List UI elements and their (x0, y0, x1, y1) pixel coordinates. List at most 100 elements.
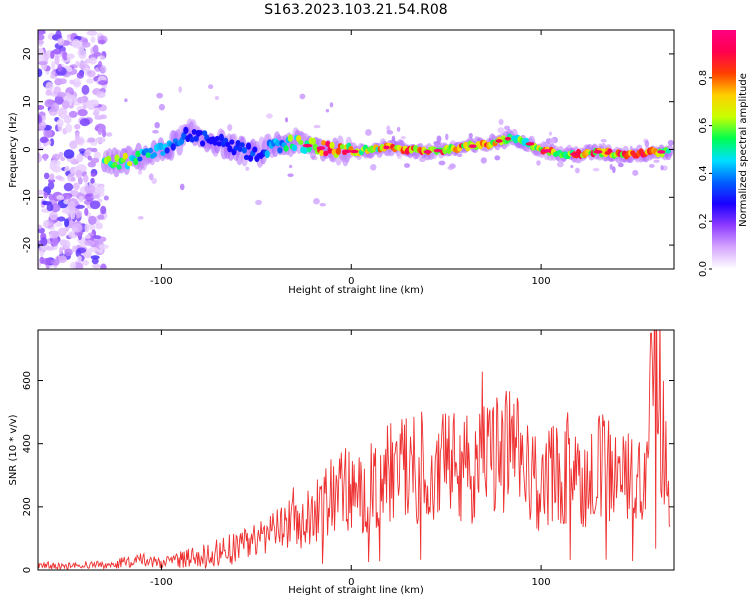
noise-speck (83, 174, 89, 183)
noise-speck (227, 124, 233, 132)
ridge-blob (158, 142, 164, 150)
ridge-blob (252, 146, 258, 153)
noise-speck (97, 127, 103, 136)
noise-speck (151, 177, 158, 184)
noise-speck (632, 169, 639, 176)
ridge-blob (218, 133, 224, 142)
noise-speck (386, 130, 394, 135)
noise-speck (556, 161, 564, 168)
snr-line (38, 330, 671, 570)
noise-speck (69, 79, 75, 85)
noise-speck (98, 244, 109, 250)
noise-speck (49, 173, 55, 181)
noise-speck (42, 220, 49, 228)
noise-speck (50, 71, 56, 77)
noise-speck (51, 237, 59, 247)
noise-speck (89, 200, 101, 210)
noise-speck (549, 137, 556, 145)
noise-speck (90, 177, 95, 184)
ridge-blob (181, 132, 187, 140)
noise-speck (77, 255, 82, 263)
ridge-peak (302, 143, 313, 148)
noise-speck (124, 98, 128, 103)
spectrogram-ridge-layer (100, 118, 674, 178)
noise-speck (403, 163, 411, 168)
noise-speck (38, 30, 46, 35)
ridge-blob (147, 147, 153, 154)
noise-speck (95, 136, 106, 144)
ridge-blob (197, 130, 204, 136)
colorbar-ticks: 0.0 0.2 0.4 0.6 0.8 (698, 70, 712, 277)
noise-speck (494, 155, 501, 161)
noise-speck (38, 68, 43, 77)
noise-speck (447, 165, 454, 170)
noise-speck (418, 156, 426, 163)
ridge-blob (116, 164, 122, 170)
noise-speck (156, 92, 164, 99)
noise-speck (51, 259, 60, 266)
ridge-blob (106, 155, 112, 163)
noise-speck (617, 162, 624, 168)
noise-speck (38, 142, 42, 147)
noise-speck (325, 109, 330, 113)
noise-speck (50, 203, 61, 213)
ridge-peak (542, 149, 552, 153)
noise-speck (55, 30, 62, 40)
noise-speck (94, 115, 104, 120)
noise-speck (649, 164, 655, 168)
noise-speck (55, 175, 63, 180)
noise-speck (54, 221, 63, 227)
noise-speck (570, 164, 574, 169)
noise-speck (137, 170, 143, 175)
noise-speck (92, 44, 99, 54)
noise-speck (71, 223, 83, 233)
noise-speck (85, 192, 95, 202)
noise-speck (214, 95, 220, 101)
ridge-blob (287, 134, 293, 143)
noise-speck (60, 156, 66, 162)
noise-speck (137, 216, 144, 220)
ridge-blob (151, 152, 158, 158)
ridge-blob (133, 157, 139, 166)
spectrogram-x-ticks: -100 0 100 (150, 30, 551, 287)
noise-speck (82, 104, 87, 110)
ridge-blob (191, 128, 197, 135)
noise-speck (92, 263, 101, 269)
noise-speck (59, 247, 64, 255)
ridge-blob (135, 150, 141, 158)
noise-speck (84, 234, 91, 239)
noise-speck (480, 157, 487, 164)
noise-speck (609, 163, 613, 170)
noise-speck (61, 100, 70, 110)
noise-speck (84, 184, 96, 194)
noise-speck (370, 164, 377, 171)
ridge-blob (339, 144, 346, 150)
ridge-blob (323, 150, 329, 157)
noise-speck (644, 140, 650, 148)
ridge-blob (264, 150, 270, 159)
noise-speck (45, 246, 55, 251)
noise-speck (74, 123, 81, 130)
noise-speck (72, 245, 78, 253)
noise-speck (76, 97, 85, 103)
noise-speck (70, 209, 76, 220)
noise-speck (38, 189, 45, 196)
noise-speck (284, 117, 289, 123)
snr-y-tick-label: 0 (22, 567, 33, 573)
spectrogram-y-tick-label: 10 (22, 95, 33, 108)
spectrogram-x-tick-label: 0 (348, 276, 354, 287)
noise-speck (43, 172, 50, 180)
noise-speck (95, 222, 103, 230)
ridge-blob (275, 140, 281, 147)
ridge-peak (316, 146, 326, 150)
noise-speck (255, 199, 262, 206)
noise-speck (245, 166, 250, 171)
noise-speck (438, 160, 446, 166)
noise-speck (63, 208, 70, 214)
noise-speck (84, 239, 96, 246)
spectrogram-x-label: Height of straight line (km) (288, 285, 424, 296)
colorbar-tick-label: 0.8 (698, 70, 709, 86)
ridge-blob (112, 161, 118, 168)
ridge-peak (433, 148, 442, 153)
noise-speck (38, 146, 45, 151)
